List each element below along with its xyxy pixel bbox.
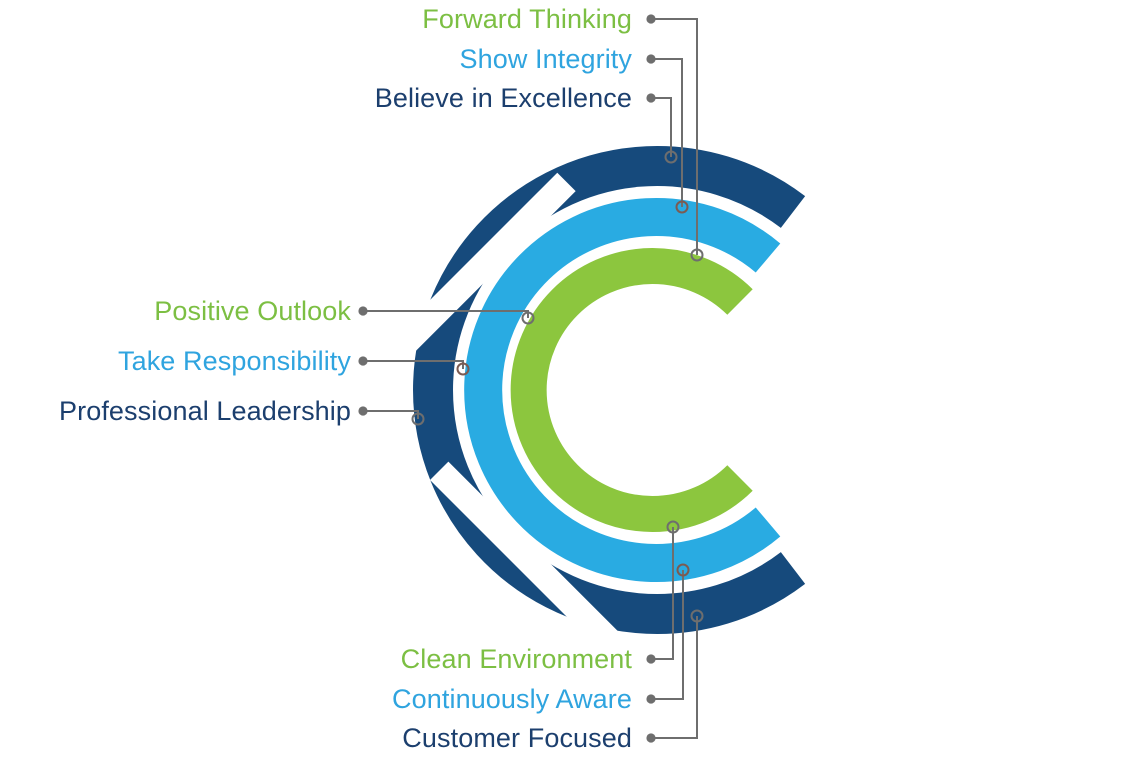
anchor-professional-leadership bbox=[411, 412, 425, 426]
label-take-responsibility[interactable]: Take Responsibility bbox=[117, 346, 351, 376]
anchor-believe-in-excellence bbox=[664, 150, 678, 164]
label-customer-focused[interactable]: Customer Focused bbox=[402, 723, 632, 753]
dot-positive-outlook bbox=[358, 306, 368, 316]
connector-forward-thinking bbox=[651, 18, 698, 255]
anchor-clean-environment bbox=[666, 520, 680, 534]
dot-professional-leadership bbox=[358, 406, 368, 416]
connector-lines bbox=[363, 18, 698, 739]
label-continuously-aware[interactable]: Continuously Aware bbox=[392, 684, 632, 714]
connector-ring-anchors bbox=[411, 150, 704, 623]
connector-take-responsibility bbox=[363, 360, 464, 369]
connector-label-dots bbox=[358, 14, 656, 743]
label-show-integrity[interactable]: Show Integrity bbox=[459, 44, 632, 74]
anchor-continuously-aware bbox=[676, 563, 690, 577]
middle-ring-blue bbox=[464, 198, 781, 582]
anchor-forward-thinking bbox=[690, 248, 704, 262]
connector-clean-environment bbox=[651, 527, 674, 660]
label-professional-leadership[interactable]: Professional Leadership bbox=[59, 396, 351, 426]
connector-professional-leadership bbox=[363, 410, 419, 419]
anchor-positive-outlook bbox=[521, 311, 535, 325]
label-positive-outlook[interactable]: Positive Outlook bbox=[154, 296, 351, 326]
anchor-show-integrity bbox=[675, 200, 689, 214]
connector-continuously-aware bbox=[651, 570, 684, 700]
dot-show-integrity bbox=[646, 54, 656, 64]
inner-ring-green bbox=[510, 248, 753, 532]
anchor-customer-focused bbox=[690, 609, 704, 623]
label-forward-thinking[interactable]: Forward Thinking bbox=[422, 4, 632, 34]
connector-believe-in-excellence bbox=[651, 97, 672, 157]
dot-take-responsibility bbox=[358, 356, 368, 366]
dot-believe-in-excellence bbox=[646, 93, 656, 103]
dot-forward-thinking bbox=[646, 14, 656, 24]
outer-ring-navy bbox=[413, 146, 806, 634]
dot-clean-environment bbox=[646, 654, 656, 664]
label-believe-in-excellence[interactable]: Believe in Excellence bbox=[374, 83, 632, 113]
dot-customer-focused bbox=[646, 733, 656, 743]
dot-continuously-aware bbox=[646, 694, 656, 704]
connector-positive-outlook bbox=[363, 310, 529, 318]
anchor-take-responsibility bbox=[456, 362, 470, 376]
connector-customer-focused bbox=[651, 616, 698, 739]
connector-show-integrity bbox=[651, 58, 683, 207]
label-clean-environment[interactable]: Clean Environment bbox=[400, 644, 632, 674]
